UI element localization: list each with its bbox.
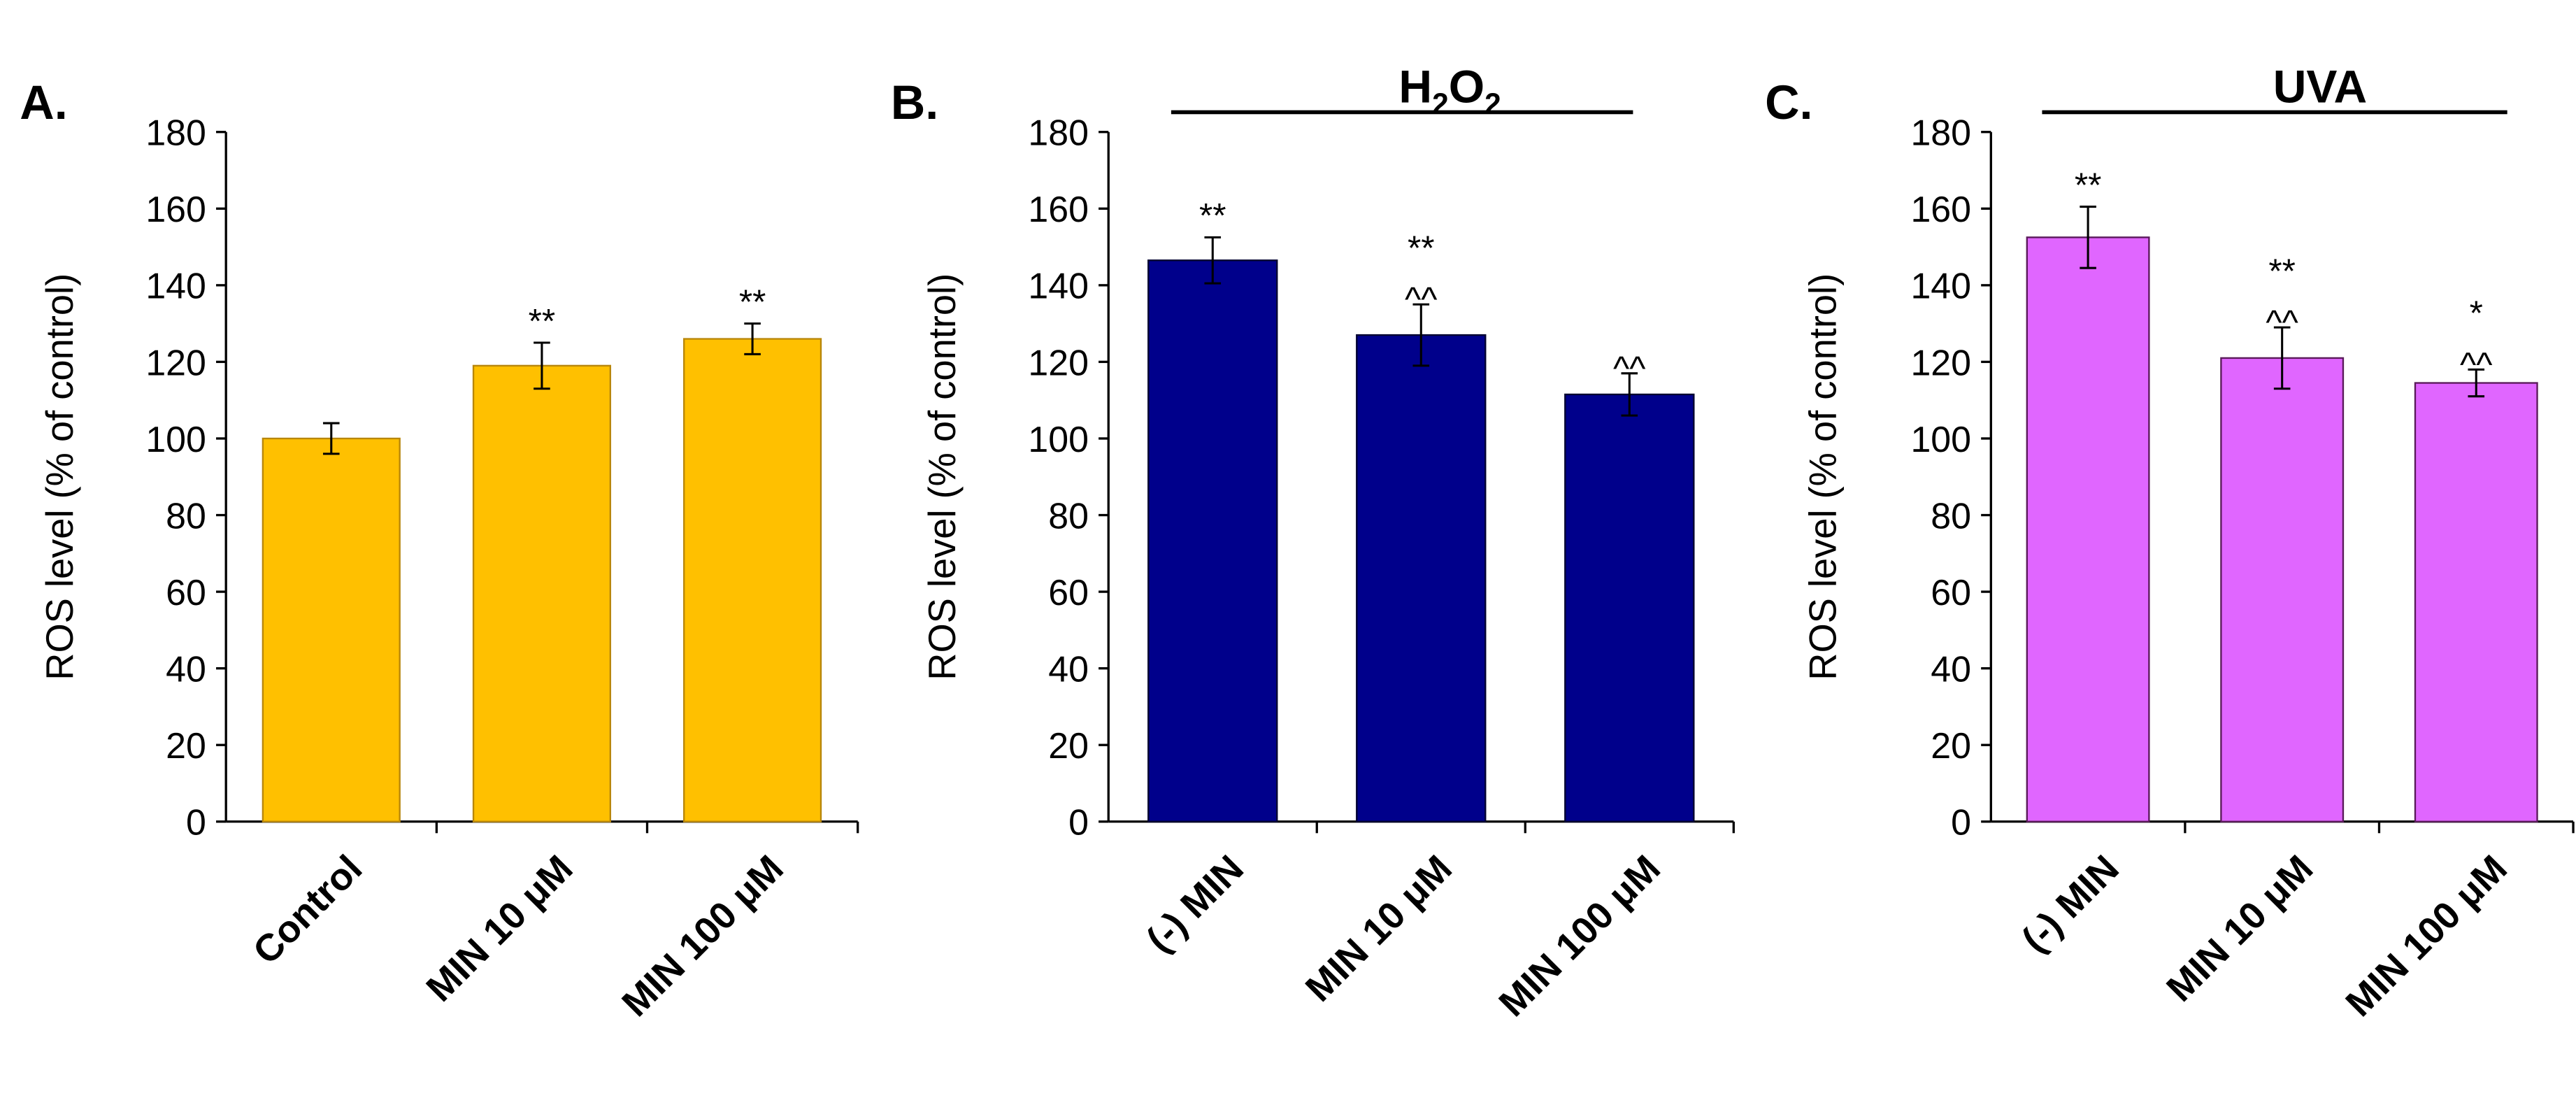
panel-title: H2O2 [1398,60,1501,120]
y-tick-label: 100 [1910,419,1971,459]
y-tick-label: 100 [1028,419,1089,459]
significance-label: ** [2268,252,2296,290]
y-tick-label: 120 [145,342,206,383]
y-tick-label: 180 [145,113,206,153]
panel-letter: B. [891,76,938,129]
category-label: MIN 100 μM [1491,848,1668,1025]
y-tick-label: 120 [1028,342,1089,383]
y-tick-label: 40 [1931,649,1971,690]
significance-label: ^^ [1405,280,1437,319]
category-label: (-) MIN [1138,848,1252,961]
y-tick-label: 140 [1910,266,1971,306]
figure-content: A.ROS level (% of control)02040608010012… [20,60,2575,1025]
significance-label: ** [1199,197,1226,235]
bar [2414,382,2538,822]
y-tick-label: 80 [166,495,206,536]
y-tick-label: 0 [1068,802,1089,843]
bar [2026,236,2150,822]
significance-label: * [2470,294,2483,333]
y-tick-label: 60 [1931,572,1971,613]
y-axis-label: ROS level (% of control) [1803,273,1845,680]
category-label: MIN 10 μM [1298,848,1460,1010]
y-tick-label: 40 [166,649,206,690]
y-tick-label: 0 [186,802,206,843]
y-tick-label: 60 [1048,572,1089,613]
category-label: MIN 10 μM [2159,848,2321,1010]
y-tick-label: 60 [166,572,206,613]
panel-a: A. ROS level (% of control) 0 20 40 60 80 100 12… [20,76,859,1025]
y-axis-label: ROS level (% of control) [39,273,81,680]
y-tick-label: 140 [1028,266,1089,306]
panel-c: C. UVA ROS level (% of control) 0 20 40 60 80 10… [1765,60,2575,1025]
panel-title-part: H [1398,60,1432,112]
significance-label: ^^ [1613,349,1645,387]
category-label: MIN 100 μM [614,848,791,1025]
y-tick-label: 20 [1931,725,1971,766]
y-tick-label: 180 [1028,113,1089,153]
y-tick-label: 120 [1910,342,1971,383]
y-tick-label: 80 [1931,495,1971,536]
panel-title-part: 2 [1432,87,1449,120]
significance-label: ^^ [2460,345,2492,384]
panel-title: UVA [2273,60,2368,112]
bar [2220,357,2345,822]
panel-title-part: O [1449,60,1484,112]
significance-label: ** [739,283,766,321]
y-tick-label: 0 [1951,802,1971,843]
category-label: Control [245,848,371,973]
y-tick-label: 140 [145,266,206,306]
y-tick-label: 100 [145,419,206,459]
panel-letter: A. [20,76,67,129]
bar [472,364,612,822]
y-tick-label: 20 [166,725,206,766]
significance-label: ** [529,302,556,341]
category-label: (-) MIN [2014,848,2127,961]
y-tick-label: 160 [1910,189,1971,229]
significance-label: ^^ [2266,304,2298,342]
y-tick-label: 160 [1028,189,1089,229]
y-axis-label: ROS level (% of control) [922,273,964,680]
category-label: MIN 10 μM [418,848,580,1010]
bar [262,437,401,822]
y-tick-label: 160 [145,189,206,229]
category-label: MIN 100 μM [2338,848,2514,1025]
bar [1356,334,1487,822]
y-tick-label: 180 [1910,113,1971,153]
panel-letter: C. [1765,76,1812,129]
significance-label: ** [1408,229,1435,268]
bar [683,338,822,822]
significance-label: ** [2075,166,2102,204]
y-tick-label: 80 [1048,495,1089,536]
y-tick-label: 40 [1048,649,1089,690]
bar [1147,259,1278,822]
y-tick-label: 20 [1048,725,1089,766]
panel-title-part: 2 [1484,87,1501,120]
bar [1564,393,1695,822]
